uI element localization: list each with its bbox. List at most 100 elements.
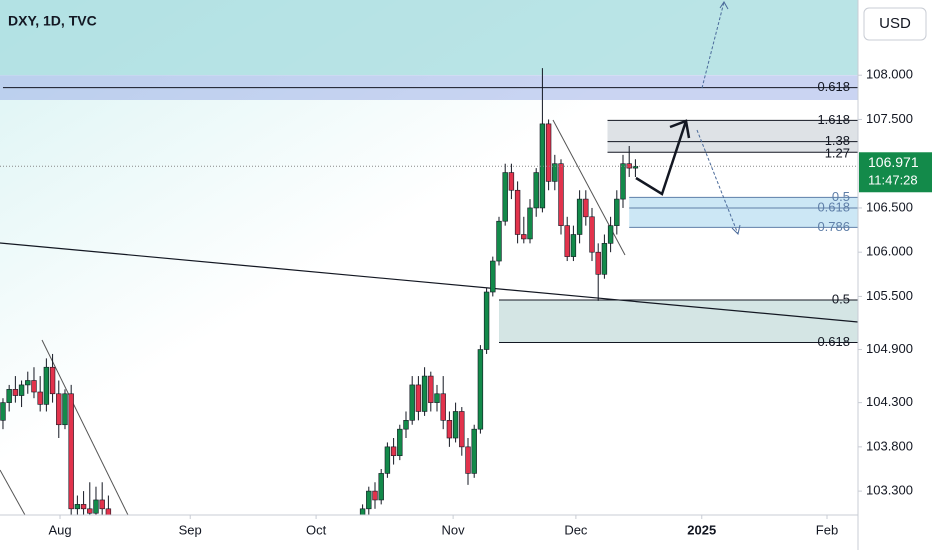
candle-body [446,420,453,439]
candle-body [37,391,43,405]
candle-body [93,499,99,514]
trendline [0,242,858,323]
candle-body [601,243,608,275]
x-tick-label: Feb [816,522,838,537]
projection-arrowhead [731,224,741,235]
candle-body [62,393,68,426]
candle-body [626,163,632,169]
fib-label: 1.27 [825,146,850,161]
fib-label: 0.5 [832,291,850,306]
projection-arrow [696,129,739,235]
candle-body [415,384,422,412]
candle-body [378,473,384,501]
candle-body [56,393,62,426]
candle-body [521,234,527,240]
plot-layer [0,1,858,515]
fib-label: 0.618 [817,199,850,214]
currency-button[interactable] [863,7,927,41]
candle-body [12,389,19,396]
candle-body [25,380,31,386]
candle-body [632,166,639,169]
candle-body [545,123,552,182]
candle-body [366,490,372,510]
y-tick-label: 105.500 [866,288,913,303]
fib-zone [607,120,858,153]
y-tick-label: 104.900 [866,341,913,356]
candle-body [514,189,521,235]
currency-label[interactable]: USD [879,15,911,32]
last-price-label: 106.971 [868,154,919,170]
candle-body [80,504,87,510]
trendline [0,469,26,515]
candle-body [614,198,620,226]
candle-body [403,420,409,430]
candle-body [490,260,496,293]
projection-arrow [635,120,688,196]
candle-body [595,251,601,275]
candle-body [459,411,465,448]
candle-body [18,384,25,396]
candle-body [43,366,50,405]
candle-body [452,411,459,439]
candle-body [440,393,446,421]
y-tick-label: 107.500 [866,111,913,126]
candle-body [105,508,112,515]
x-tick-label: Dec [564,522,588,537]
y-tick-label: 106.000 [866,244,913,259]
y-tick-label: 103.800 [866,438,913,453]
candle-body [68,393,74,510]
fib-label: 1.618 [817,112,850,127]
candle-body [409,384,415,421]
candle-body [607,225,614,244]
candle-body [477,349,484,430]
candle-body [589,216,595,253]
candle-body [496,220,502,262]
candle-body [570,234,577,257]
candle-body [428,375,434,403]
candle-body [471,428,477,474]
candle-body [583,198,589,218]
candle-body [508,172,515,191]
candle-body [31,380,37,393]
projection-arrowhead [719,1,729,10]
y-tick-label: 103.300 [866,483,913,498]
candle-body [99,499,105,510]
projection-arrowhead [669,119,691,139]
candle-body [434,393,440,403]
chart-title: DXY, 1D, TVC [8,13,97,29]
candle-body [564,225,570,257]
y-tick-label: 108.000 [866,67,913,82]
candle-body [6,389,12,403]
candle-body [87,508,93,514]
x-tick-label: Sep [179,522,202,537]
fib-zone [629,197,858,228]
candle-body [465,446,471,474]
candle-body [0,402,6,421]
candle-body [483,291,490,350]
candle-body [372,490,378,501]
candle-body [384,446,391,474]
candle-body [576,198,583,235]
fib-label: 0.618 [817,334,850,349]
fib-label: 0.618 [817,79,850,94]
candle-body [533,172,539,209]
fib-zone [499,299,858,343]
candle-body [390,446,397,457]
candle-body [397,428,403,457]
countdown-label: 11:47:28 [868,173,918,188]
x-tick-label: Nov [442,522,466,537]
fib-label: 0.5 [832,189,850,204]
candle-body [421,375,428,412]
candle-body [558,163,564,226]
candle-body [49,366,56,395]
candle-body [527,207,533,240]
fib-label: 1.38 [825,133,850,148]
candle-body [552,163,558,182]
x-tick-label: 2025 [687,522,716,537]
last-price-badge [859,152,932,193]
fib-label: 0.786 [817,219,850,234]
x-tick-label: Oct [306,522,327,537]
candle-body [620,163,626,200]
candle-body [359,508,366,515]
